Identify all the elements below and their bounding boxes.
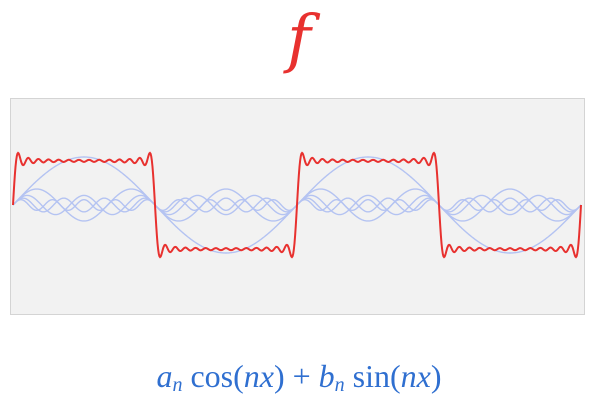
formula-b: b <box>318 358 335 394</box>
waveform-plot <box>10 98 585 315</box>
formula-close-2: ) <box>430 358 442 394</box>
formula-a: a <box>156 358 173 394</box>
waveform-svg <box>12 151 582 259</box>
formula-n-sub-2: n <box>334 374 345 396</box>
formula-close-1: ) + <box>273 358 319 394</box>
formula-nx-2: nx <box>400 358 431 394</box>
formula-sin: sin( <box>344 358 401 394</box>
formula-n-sub-1: n <box>172 374 183 396</box>
square-wave-series <box>12 151 582 259</box>
formula-nx-1: nx <box>243 358 274 394</box>
fourier-term-formula: an cos(nx) + bn sin(nx) <box>0 356 598 405</box>
function-label: f <box>287 2 311 76</box>
formula-cos: cos( <box>182 358 244 394</box>
